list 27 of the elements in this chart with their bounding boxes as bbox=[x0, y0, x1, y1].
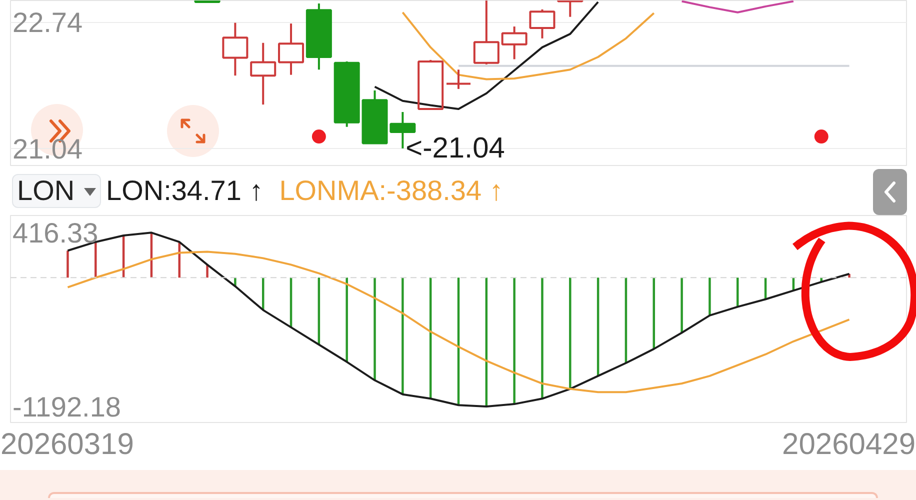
y-tick-label: 21.04 bbox=[12, 133, 83, 164]
line-series bbox=[402, 11, 655, 80]
series-label: LONMA:-388.34 ↑ bbox=[279, 174, 504, 208]
bar bbox=[708, 278, 711, 316]
bar bbox=[66, 250, 69, 278]
y-tick-label: 22.74 bbox=[12, 7, 83, 38]
bar bbox=[374, 278, 376, 380]
bar bbox=[513, 278, 516, 404]
line-series bbox=[66, 250, 850, 394]
bar bbox=[94, 242, 97, 278]
bar bbox=[680, 278, 683, 333]
bar bbox=[541, 278, 544, 399]
candlestick bbox=[278, 22, 304, 76]
chart-title: LON bbox=[17, 174, 75, 208]
candlestick bbox=[250, 42, 276, 106]
x-tick-label: 20260319 bbox=[0, 428, 134, 462]
bar bbox=[346, 278, 348, 362]
line-series bbox=[374, 0, 600, 110]
y-tick-label: -1192.18 bbox=[12, 391, 121, 422]
series-label: LON:34.71 ↑ bbox=[106, 174, 264, 208]
annotation: <-21.04 bbox=[406, 132, 505, 164]
line-series bbox=[680, 0, 794, 14]
y-tick-label: 416.33 bbox=[12, 218, 98, 249]
candlestick bbox=[222, 22, 248, 77]
bar bbox=[569, 278, 572, 389]
bar bbox=[402, 278, 404, 394]
x-tick-label: 20260429 bbox=[782, 428, 916, 462]
